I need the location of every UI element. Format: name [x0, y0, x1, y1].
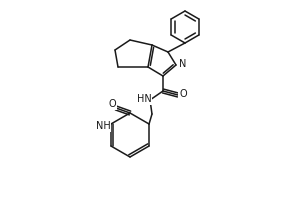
Text: O: O: [108, 99, 116, 109]
Text: N: N: [179, 59, 187, 69]
Text: NH: NH: [96, 121, 110, 131]
Text: HN: HN: [136, 94, 152, 104]
Text: O: O: [179, 89, 187, 99]
